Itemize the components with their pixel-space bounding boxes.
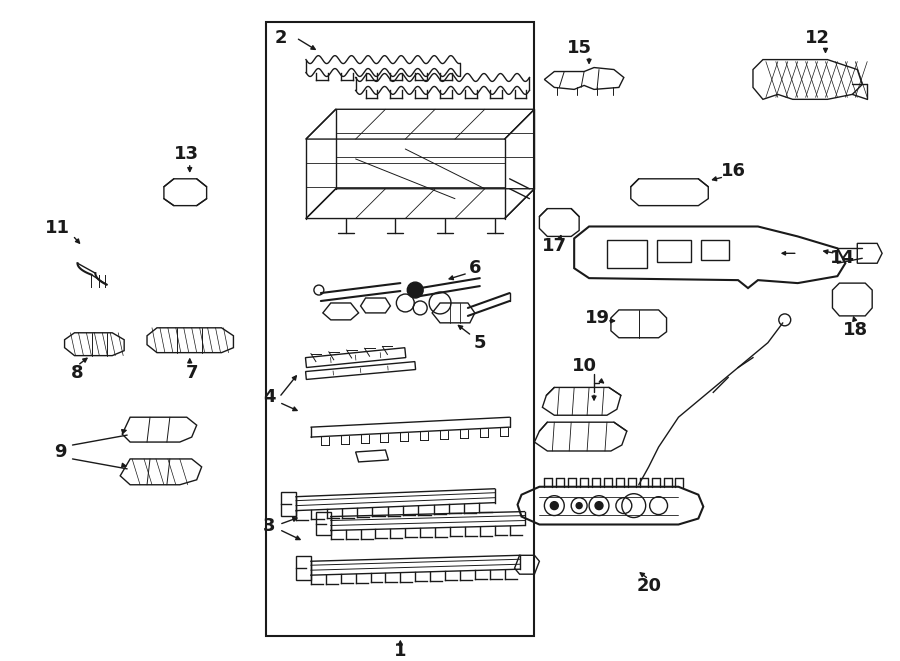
Circle shape: [550, 502, 558, 510]
Text: 10: 10: [572, 356, 597, 375]
Text: 2: 2: [274, 28, 287, 47]
Text: 14: 14: [830, 249, 855, 267]
Bar: [607, 241, 647, 268]
Text: 15: 15: [567, 39, 591, 57]
Text: 16: 16: [721, 162, 745, 180]
Bar: [657, 241, 691, 262]
Text: 3: 3: [263, 518, 275, 535]
Text: 20: 20: [636, 577, 662, 595]
Text: 13: 13: [175, 145, 199, 163]
Text: 12: 12: [805, 28, 830, 47]
Text: 17: 17: [542, 237, 567, 255]
Circle shape: [408, 282, 423, 298]
Text: 19: 19: [584, 309, 609, 327]
Text: 11: 11: [45, 219, 70, 237]
Text: 6: 6: [469, 259, 482, 277]
Text: 5: 5: [473, 334, 486, 352]
Text: 18: 18: [842, 321, 868, 339]
Text: 4: 4: [263, 389, 275, 407]
Bar: [701, 241, 729, 260]
Text: 9: 9: [54, 443, 67, 461]
Bar: [266, 22, 535, 636]
Circle shape: [595, 502, 603, 510]
Text: 1: 1: [394, 642, 407, 660]
Circle shape: [576, 502, 582, 508]
Text: 8: 8: [71, 364, 84, 381]
Text: 7: 7: [185, 364, 198, 381]
